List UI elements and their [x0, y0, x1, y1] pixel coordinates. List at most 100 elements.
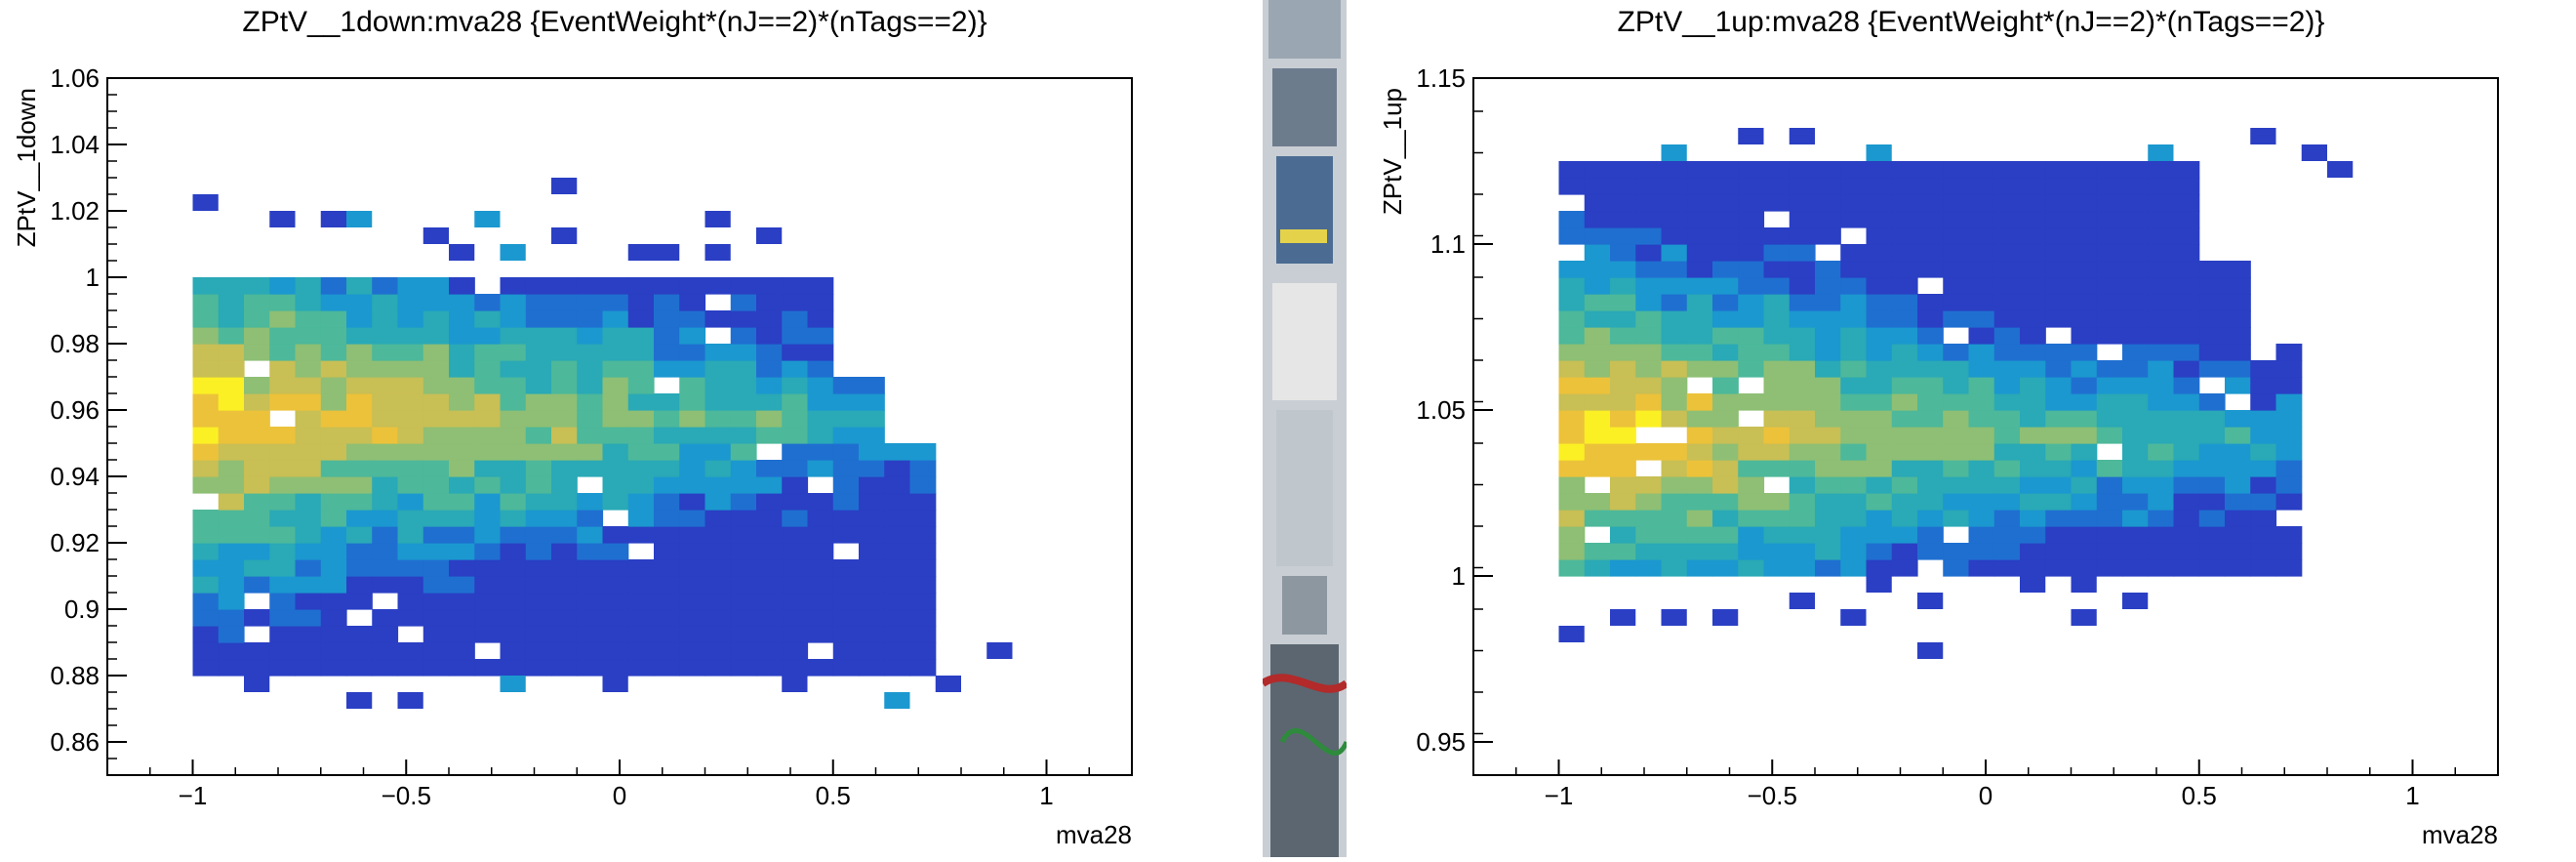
heatmap-bin: [1943, 360, 1970, 378]
heatmap-bin: [756, 310, 783, 328]
heatmap-bin: [1558, 294, 1586, 311]
heatmap-bin: [295, 310, 322, 328]
heatmap-bin: [1815, 443, 1841, 461]
heatmap-bin: [782, 443, 809, 461]
heatmap-bin: [525, 609, 552, 627]
heatmap-bin: [1584, 393, 1611, 411]
heatmap-bin: [627, 443, 655, 461]
heatmap-outlier-bin: [1789, 593, 1815, 609]
heatmap-bin: [832, 626, 860, 643]
heatmap-bin: [2148, 559, 2175, 577]
heatmap-bin: [474, 410, 502, 428]
heatmap-bin: [1815, 194, 1841, 212]
heatmap-bin: [1610, 327, 1636, 345]
heatmap-bin: [423, 277, 450, 295]
heatmap-bin: [1661, 410, 1688, 428]
heatmap-bin: [1943, 277, 1970, 295]
heatmap-bin: [602, 310, 629, 328]
heatmap-bin: [756, 460, 783, 477]
heatmap-bin: [832, 410, 860, 428]
heatmap-bin: [295, 344, 322, 361]
heatmap-bin: [2045, 277, 2073, 295]
heatmap-bin: [1891, 161, 1918, 179]
heatmap-bin: [1866, 211, 1893, 228]
heatmap-bin: [577, 393, 604, 411]
heatmap-bin: [1840, 526, 1868, 544]
heatmap-bin: [397, 393, 424, 411]
heatmap-bin: [2122, 377, 2149, 394]
heatmap-bin: [884, 526, 911, 544]
heatmap-bin: [1815, 261, 1841, 278]
heatmap-bin: [1917, 443, 1944, 461]
heatmap-bin: [1866, 510, 1893, 527]
heatmap-bin: [551, 427, 578, 444]
heatmap-bin: [654, 427, 680, 444]
heatmap-bin: [884, 559, 911, 577]
heatmap-bin: [1866, 310, 1893, 328]
heatmap-bin: [1840, 344, 1868, 361]
heatmap-bin: [423, 360, 450, 378]
heatmap-bin: [654, 642, 680, 660]
heatmap-bin: [2173, 460, 2200, 477]
heatmap-outlier-bin: [192, 194, 219, 211]
heatmap-bin: [423, 642, 450, 660]
heatmap-bin: [807, 377, 834, 394]
heatmap-bin: [551, 642, 578, 660]
heatmap-bin: [2071, 460, 2098, 477]
heatmap-bin: [449, 277, 475, 295]
heatmap-bin: [1789, 410, 1816, 428]
heatmap-bin: [346, 443, 373, 461]
heatmap-bin: [909, 659, 937, 677]
heatmap-bin: [704, 443, 732, 461]
heatmap-bin: [218, 609, 245, 627]
heatmap-outlier-bin: [704, 211, 731, 227]
heatmap-bin: [1763, 526, 1791, 544]
heatmap-bin: [525, 476, 552, 494]
heatmap-bin: [1891, 493, 1918, 511]
heatmap-bin: [909, 642, 937, 660]
heatmap-outlier-bin: [986, 642, 1013, 659]
heatmap-bin: [1584, 227, 1611, 245]
heatmap-bin: [1686, 294, 1713, 311]
heatmap-bin: [2225, 294, 2251, 311]
heatmap-bin: [654, 576, 680, 594]
heatmap-bin: [397, 294, 424, 311]
heatmap-bin: [1661, 211, 1688, 228]
y-tick-label: 0.88: [50, 661, 100, 690]
heatmap-bin: [474, 393, 502, 411]
heatmap-bin: [1635, 410, 1663, 428]
heatmap-bin: [1558, 443, 1586, 461]
heatmap-bin: [602, 626, 629, 643]
heatmap-bin: [397, 493, 424, 511]
heatmap-bin: [1738, 244, 1765, 262]
heatmap-bin: [423, 410, 450, 428]
heatmap-bin: [627, 609, 655, 627]
heatmap-bin: [423, 393, 450, 411]
heatmap-bin: [1712, 244, 1739, 262]
heatmap-bin: [500, 576, 527, 594]
heatmap-bin: [551, 294, 578, 311]
heatmap-bin: [192, 576, 220, 594]
heatmap-bin: [397, 443, 424, 461]
y-tick-label: 1.06: [50, 63, 100, 93]
heatmap-bin: [782, 642, 809, 660]
heatmap-bin: [1661, 327, 1688, 345]
heatmap-bin: [627, 393, 655, 411]
heatmap-bin: [1840, 377, 1868, 394]
heatmap-bin: [2122, 327, 2149, 345]
heatmap-bin: [474, 593, 502, 610]
heatmap-bin: [2198, 261, 2226, 278]
heatmap-bin: [627, 642, 655, 660]
heatmap-bin: [1558, 360, 1586, 378]
heatmap-bin: [679, 526, 706, 544]
heatmap-bin: [1943, 493, 1970, 511]
heatmap-bin: [1738, 543, 1765, 560]
heatmap-bin: [602, 427, 629, 444]
heatmap-bin: [2071, 493, 2098, 511]
heatmap-bin: [2122, 178, 2149, 195]
heatmap-bin: [295, 277, 322, 295]
heatmap-bin: [525, 443, 552, 461]
heatmap-bin: [1789, 344, 1816, 361]
heatmap-bin: [782, 576, 809, 594]
heatmap-bin: [551, 327, 578, 345]
